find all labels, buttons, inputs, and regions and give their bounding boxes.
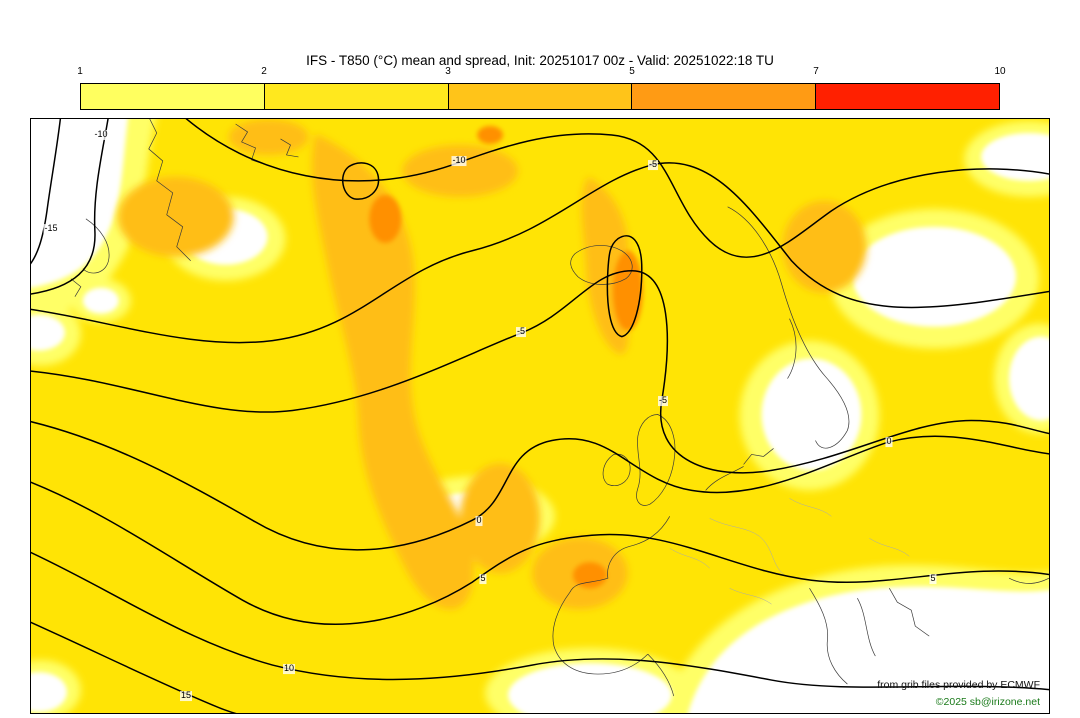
colorbar: 1 2 3 5 7 10 <box>77 66 1006 112</box>
colorbar-segment <box>632 84 817 109</box>
colorbar-segment <box>81 84 265 109</box>
colorbar-ticks: 1 2 3 5 7 10 <box>77 66 1005 81</box>
colorbar-tick: 7 <box>813 66 819 77</box>
colorbar-tick: 1 <box>77 66 83 77</box>
contour-label: -5 <box>647 159 659 170</box>
contour-label: 10 <box>282 663 296 674</box>
spread-fill-white <box>31 119 1049 713</box>
map-area: -15 -10 -10 -5 -5 -5 0 0 5 5 10 15 from … <box>30 118 1050 714</box>
spread-fill-orange <box>117 119 867 610</box>
contour-label: 5 <box>479 573 487 584</box>
map-svg <box>31 119 1049 713</box>
coastlines <box>70 119 1049 697</box>
contour-label: -5 <box>657 395 669 406</box>
colorbar-tick: 10 <box>994 66 1006 77</box>
contour-label: -15 <box>43 223 59 234</box>
contour-label: -5 <box>515 326 527 337</box>
contour-label: 15 <box>179 690 193 701</box>
contour-label: -10 <box>451 155 467 166</box>
contour-label: 0 <box>885 436 893 447</box>
colorbar-segment <box>264 84 449 109</box>
chart-title: IFS - T850 (°C) mean and spread, Init: 2… <box>306 53 774 68</box>
attribution-source: from grib files provided by ECMWF <box>877 679 1040 691</box>
contour-label: -10 <box>93 129 109 140</box>
contour-label: 0 <box>475 515 483 526</box>
colorbar-tick: 2 <box>261 66 267 77</box>
contour-label: 5 <box>929 573 937 584</box>
colorbar-segment <box>448 84 633 109</box>
colorbar-tick: 5 <box>629 66 635 77</box>
colorbar-bar <box>80 83 1000 110</box>
country-borders <box>669 498 910 605</box>
colorbar-tick: 3 <box>445 66 451 77</box>
attribution-copyright: ©2025 sb@irizone.net <box>935 696 1040 708</box>
colorbar-segment <box>816 84 999 109</box>
